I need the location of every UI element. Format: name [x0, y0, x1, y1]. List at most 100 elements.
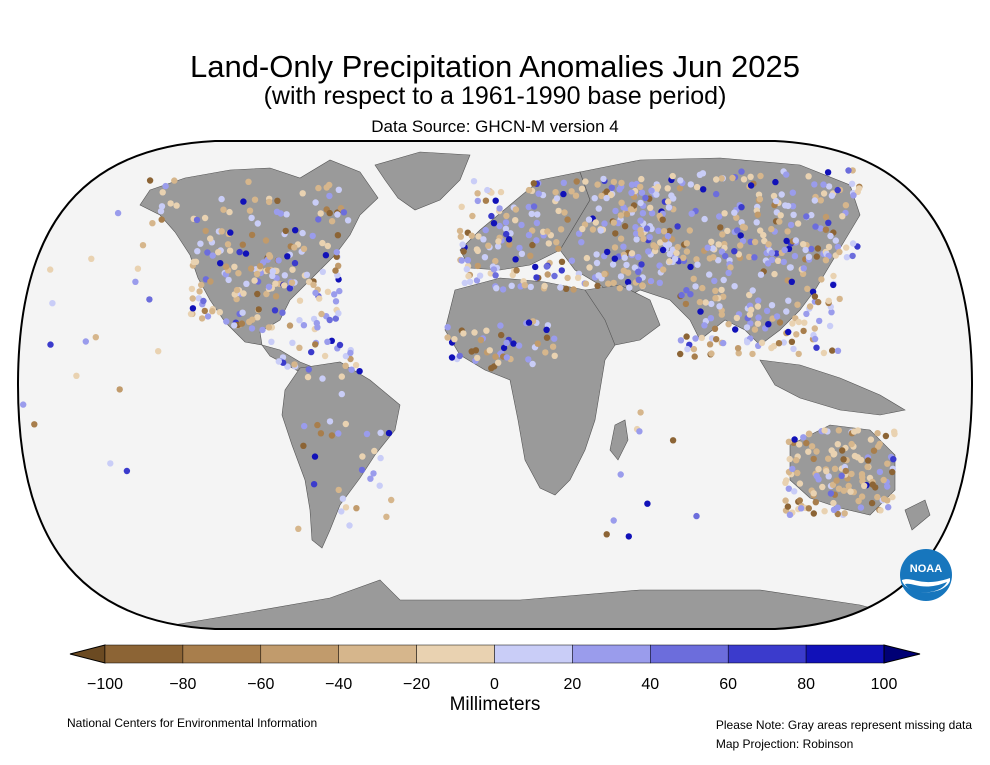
- station-dot: [326, 192, 333, 200]
- station-dot: [828, 309, 835, 316]
- station-dot: [560, 179, 567, 186]
- station-dot: [829, 481, 837, 488]
- station-dot: [722, 252, 729, 260]
- station-dot: [716, 303, 723, 310]
- station-dot: [257, 263, 264, 270]
- station-dot: [541, 282, 548, 290]
- station-dot: [564, 274, 571, 282]
- station-dot: [816, 317, 823, 325]
- station-dot: [733, 314, 741, 322]
- station-dot: [711, 277, 718, 285]
- station-dot: [684, 345, 691, 353]
- station-dot: [593, 251, 600, 258]
- station-dot: [744, 339, 751, 346]
- station-dot: [235, 270, 242, 277]
- station-dot: [707, 315, 715, 322]
- station-dot: [612, 230, 619, 237]
- station-dot: [825, 455, 832, 462]
- station-dot: [834, 243, 842, 251]
- station-dot: [483, 327, 490, 334]
- station-dot: [794, 220, 802, 227]
- station-dot: [333, 249, 340, 256]
- station-dot: [551, 352, 558, 359]
- station-dot: [737, 242, 744, 249]
- station-dot: [628, 250, 636, 257]
- station-dot: [633, 236, 640, 243]
- station-dot: [529, 227, 536, 234]
- station-dot: [845, 167, 852, 174]
- station-dot: [549, 343, 557, 350]
- station-dot: [811, 335, 819, 343]
- station-dot: [721, 210, 728, 217]
- station-dot: [254, 314, 261, 321]
- station-dot: [291, 361, 298, 368]
- station-dot: [808, 443, 816, 450]
- station-dot: [624, 269, 632, 276]
- station-dot: [645, 248, 652, 255]
- station-dot: [377, 454, 384, 462]
- station-dot: [503, 230, 510, 238]
- station-dot: [600, 175, 607, 183]
- station-dot: [274, 197, 281, 204]
- station-dot: [715, 257, 722, 264]
- south-america-land: [281, 361, 401, 549]
- station-dot: [637, 183, 644, 191]
- station-dot: [772, 197, 780, 205]
- station-dot: [793, 457, 800, 464]
- station-dot: [643, 225, 651, 232]
- station-dot: [644, 500, 651, 507]
- station-dot: [218, 195, 225, 203]
- colorbar-bin: [650, 644, 729, 664]
- station-dot: [189, 295, 196, 302]
- station-dot: [788, 338, 796, 345]
- station-dot: [503, 212, 510, 220]
- station-dot: [495, 238, 502, 245]
- station-dot: [239, 241, 246, 248]
- station-dot: [502, 225, 510, 233]
- station-dot: [700, 186, 707, 193]
- station-dot: [701, 215, 708, 223]
- station-dot: [518, 250, 526, 257]
- station-dot: [265, 283, 273, 290]
- colorbar: [69, 644, 921, 664]
- station-dot: [785, 328, 792, 336]
- station-dot: [789, 189, 796, 196]
- station-dot: [505, 236, 513, 243]
- station-dot: [543, 334, 551, 341]
- station-dot: [691, 353, 698, 360]
- station-dot: [346, 522, 353, 529]
- station-dot: [718, 248, 726, 255]
- station-dot: [352, 361, 360, 369]
- station-dot: [692, 283, 699, 290]
- station-dot: [683, 287, 690, 294]
- station-dot: [339, 495, 347, 502]
- station-dot: [822, 213, 830, 221]
- station-dot: [859, 474, 866, 481]
- station-dot: [869, 481, 876, 488]
- station-dot: [804, 285, 811, 292]
- station-dot: [529, 360, 536, 368]
- station-dot: [882, 432, 890, 440]
- station-dot: [563, 285, 570, 292]
- station-dot: [231, 263, 238, 270]
- chart-subtitle: (with respect to a 1961-1990 base period…: [263, 82, 727, 110]
- station-dot: [253, 270, 261, 278]
- station-dot: [610, 178, 618, 186]
- station-dot: [874, 430, 881, 437]
- station-dot: [628, 189, 635, 196]
- station-dot: [578, 185, 586, 192]
- station-dot: [605, 280, 612, 287]
- station-dot: [492, 272, 499, 279]
- station-dot: [768, 302, 776, 309]
- station-dot: [638, 261, 645, 268]
- station-dot: [553, 195, 561, 202]
- station-dot: [749, 287, 756, 294]
- station-dot: [488, 365, 495, 372]
- station-dot: [647, 277, 655, 285]
- station-dot: [497, 322, 504, 329]
- station-dot: [533, 219, 541, 227]
- station-dot: [342, 352, 350, 360]
- station-dot: [542, 349, 549, 356]
- station-dot: [114, 209, 122, 217]
- station-dot: [836, 248, 843, 256]
